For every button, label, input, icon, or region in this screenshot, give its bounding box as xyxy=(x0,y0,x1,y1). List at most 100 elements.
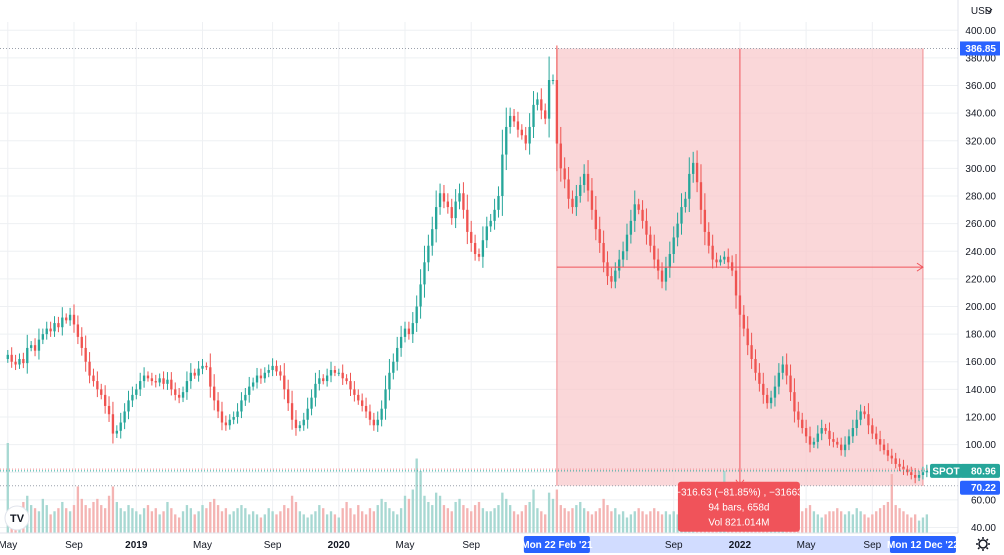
candle-body xyxy=(637,204,640,210)
candle-body xyxy=(501,154,504,197)
volume-bar xyxy=(37,511,41,533)
candle-body xyxy=(917,474,921,478)
candle-body xyxy=(224,422,228,426)
volume-bar xyxy=(162,511,165,533)
y-tick-label: 340.00 xyxy=(965,109,996,120)
candle-body xyxy=(68,314,72,321)
candle-body xyxy=(37,339,41,351)
volume-bar xyxy=(33,508,37,533)
time-axis[interactable]: May Sep 2019 May Sep 2020 May Sep Sep 2022 May Sep M… xyxy=(0,532,1004,555)
volume-bar xyxy=(407,498,411,533)
candle-body xyxy=(863,411,866,415)
volume-bar xyxy=(505,498,508,533)
volume-bar xyxy=(287,508,290,533)
volume-bar xyxy=(139,514,142,533)
candle-body xyxy=(271,365,274,371)
candle-body xyxy=(497,196,500,210)
volume-bar xyxy=(255,514,259,533)
candle-body xyxy=(742,314,745,329)
x-tick-label: Sep xyxy=(65,540,83,551)
volume-bar xyxy=(859,511,862,533)
x-tick-label: May xyxy=(797,540,816,551)
volume-bar xyxy=(458,498,461,533)
candle-body xyxy=(29,345,33,348)
volume-bar xyxy=(100,505,103,533)
volume-bar xyxy=(559,505,562,533)
candle-body xyxy=(793,392,796,412)
candle-body xyxy=(333,370,337,373)
candle-body xyxy=(357,394,360,401)
measure-tooltip-box xyxy=(677,481,800,532)
candle-body xyxy=(528,126,531,144)
y-tick-label: 40.00 xyxy=(971,523,996,534)
candle-body xyxy=(205,365,208,368)
currency-label: USD xyxy=(971,6,992,17)
volume-bar xyxy=(209,501,212,533)
candle-body xyxy=(516,121,520,130)
measure-tooltip: −316.63 (−81.85%) , −31663 94 bars, 658d V… xyxy=(675,481,803,532)
candle-body xyxy=(559,143,562,169)
volume-bar xyxy=(275,514,278,533)
candle-body xyxy=(719,259,722,263)
volume-bar xyxy=(154,508,157,533)
candle-body xyxy=(664,267,668,282)
volume-bar xyxy=(618,514,621,533)
candle-body xyxy=(287,389,290,404)
volume-bar xyxy=(248,514,251,533)
volume-bar xyxy=(65,508,68,533)
volume-bar xyxy=(232,511,235,533)
volume-bar xyxy=(325,514,329,533)
volume-bar xyxy=(571,508,574,533)
volume-bar xyxy=(88,508,91,533)
candle-body xyxy=(703,209,707,232)
volume-bar xyxy=(524,505,527,533)
symbol-badge-text: SPOT xyxy=(932,466,959,477)
volume-bar xyxy=(434,492,438,533)
candle-body xyxy=(275,365,278,372)
volume-bar xyxy=(111,486,115,533)
volume-bar xyxy=(84,505,87,533)
candle-body xyxy=(766,394,769,404)
candle-body xyxy=(201,365,204,369)
candle-body xyxy=(403,328,407,337)
candle-body xyxy=(146,375,150,379)
volume-bar xyxy=(653,508,656,533)
volume-bar xyxy=(801,511,804,533)
candle-body xyxy=(567,179,570,199)
candle-body xyxy=(730,262,734,271)
y-tick-label: 140.00 xyxy=(965,385,996,396)
volume-bar xyxy=(910,517,913,533)
candle-body xyxy=(824,428,827,431)
candle-body xyxy=(427,245,430,263)
candle-body xyxy=(174,389,177,395)
candle-body xyxy=(364,405,368,412)
candle-body xyxy=(481,240,485,257)
volume-bar xyxy=(368,508,372,533)
volume-bar xyxy=(867,517,870,533)
volume-bar xyxy=(886,501,890,533)
candle-body xyxy=(843,444,847,451)
candle-body xyxy=(407,328,411,335)
volume-bar xyxy=(532,489,535,533)
candle-body xyxy=(508,115,512,127)
volume-bar xyxy=(621,511,625,533)
candle-body xyxy=(337,372,340,374)
volume-bar xyxy=(80,498,83,533)
volume-bar xyxy=(423,495,426,533)
volume-bar xyxy=(68,511,72,533)
volume-bar xyxy=(419,470,422,533)
volume-bar xyxy=(170,508,173,533)
candle-body xyxy=(353,389,356,395)
candle-body xyxy=(329,370,333,376)
price-axis[interactable]: USD40.0060.0080.00100.00120.00140.00160.… xyxy=(930,0,1004,555)
candle-body xyxy=(614,270,617,282)
volume-bar xyxy=(629,514,633,533)
volume-bar xyxy=(633,511,636,533)
candle-body xyxy=(96,381,99,390)
candle-body xyxy=(676,223,679,238)
candle-body xyxy=(423,262,426,285)
candle-body xyxy=(641,209,644,221)
volume-bar xyxy=(197,511,200,533)
volume-bar xyxy=(614,508,617,533)
